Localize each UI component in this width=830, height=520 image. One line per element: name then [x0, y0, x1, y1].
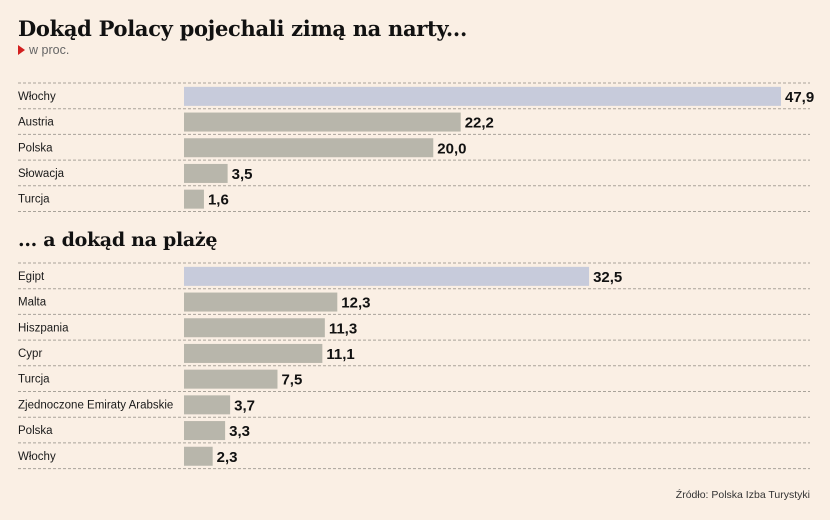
bar: [184, 266, 590, 286]
category-label: Włochy: [18, 451, 56, 463]
bar: [184, 112, 461, 132]
category-label: Turcja: [18, 374, 50, 386]
bar: [184, 86, 781, 106]
value-label: 12,3: [341, 295, 370, 312]
value-label: 3,7: [234, 397, 255, 414]
value-label: 11,1: [326, 346, 354, 363]
bar: [184, 189, 204, 209]
value-label: 3,3: [229, 423, 250, 440]
value-label: 1,6: [208, 192, 229, 209]
bar: [184, 369, 278, 389]
value-label: 32,5: [593, 269, 622, 286]
value-label: 11,3: [329, 320, 357, 337]
value-label: 2,3: [217, 449, 238, 466]
bar: [184, 318, 325, 338]
value-label: 22,2: [465, 115, 494, 132]
value-label: 7,5: [281, 372, 302, 389]
category-label: Włochy: [18, 91, 56, 103]
category-label: Hiszpania: [18, 322, 69, 334]
category-label: Turcja: [18, 194, 50, 206]
bar: [184, 446, 213, 466]
bar: [184, 343, 323, 363]
category-label: Słowacja: [18, 168, 65, 180]
category-label: Polska: [18, 425, 53, 437]
category-label: Austria: [18, 117, 54, 129]
section-title-beach: ... a dokąd na plażę: [18, 229, 218, 251]
category-label: Egipt: [18, 271, 45, 283]
bar: [184, 421, 226, 441]
bar: [184, 138, 434, 158]
triangle-marker-icon: [18, 45, 25, 55]
category-label: Zjednoczone Emiraty Arabskie: [18, 399, 173, 411]
bar: [184, 395, 231, 415]
value-label: 3,5: [232, 166, 253, 183]
bar: [184, 292, 338, 312]
source-note: Źródło: Polska Izba Turystyki: [675, 489, 810, 501]
unit-label: w proc.: [29, 43, 70, 57]
bar: [184, 163, 228, 183]
value-label: 47,9: [785, 89, 814, 106]
chart-title: Dokąd Polacy pojechali zimą na narty...: [18, 16, 467, 41]
category-label: Malta: [18, 297, 47, 309]
category-label: Cypr: [18, 348, 42, 360]
value-label: 20,0: [437, 140, 466, 157]
unit-subtitle: w proc.: [18, 43, 69, 57]
category-label: Polska: [18, 142, 53, 154]
